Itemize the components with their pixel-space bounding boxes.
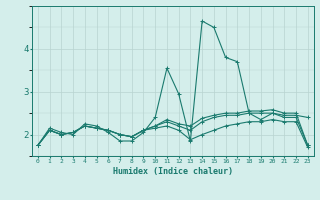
X-axis label: Humidex (Indice chaleur): Humidex (Indice chaleur) — [113, 167, 233, 176]
